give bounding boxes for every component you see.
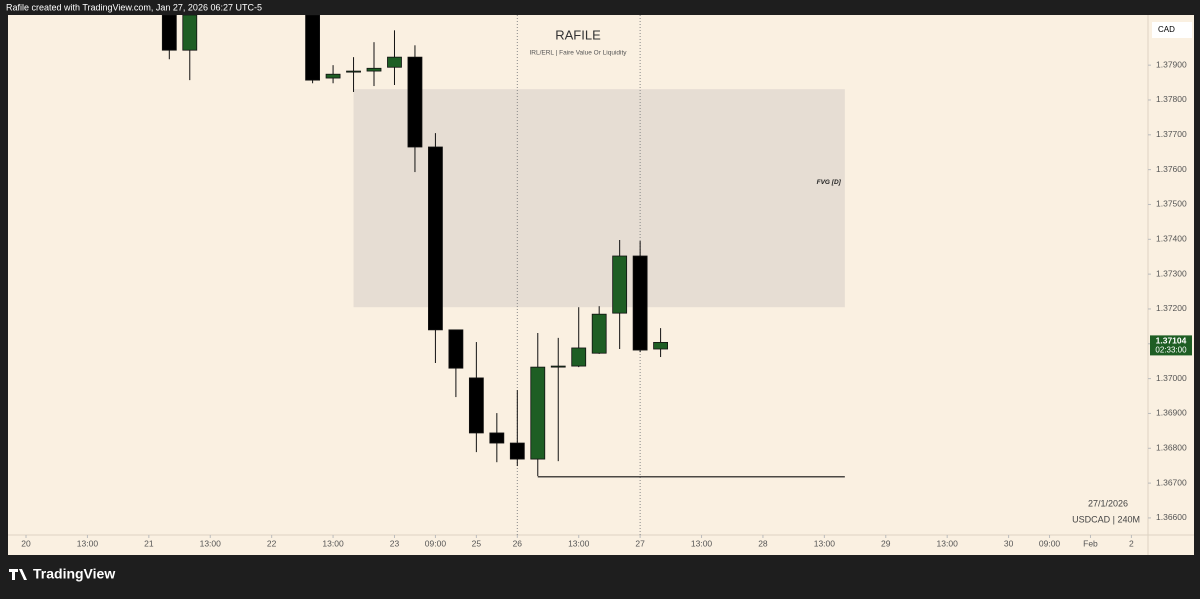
x-tick-label: 23 bbox=[390, 538, 400, 548]
candle-body bbox=[448, 329, 464, 369]
x-tick-label: 20 bbox=[21, 538, 31, 548]
x-tick-label: 29 bbox=[881, 538, 891, 548]
y-tick-label: 1.36600 bbox=[1156, 512, 1187, 522]
x-tick-label: 25 bbox=[472, 538, 482, 548]
y-tick-label: 1.36800 bbox=[1156, 443, 1187, 453]
x-tick-label: 13:00 bbox=[814, 538, 836, 548]
y-tick-label: 1.37300 bbox=[1156, 268, 1187, 278]
symbol-label: USDCAD | 240M bbox=[1072, 514, 1140, 524]
candle-body bbox=[305, 15, 321, 81]
candle-body bbox=[530, 366, 546, 460]
x-tick-label: 09:00 bbox=[425, 538, 447, 548]
header-bar bbox=[0, 0, 1200, 15]
candle-body bbox=[387, 56, 402, 68]
last-price-tag bbox=[1150, 335, 1192, 356]
candle-body bbox=[509, 442, 525, 460]
y-tick-label: 1.37800 bbox=[1156, 94, 1187, 104]
x-tick-label: 26 bbox=[513, 538, 523, 548]
y-tick-label: 1.37000 bbox=[1156, 373, 1187, 383]
candle-body bbox=[550, 365, 566, 368]
countdown: 02:33:00 bbox=[1155, 346, 1187, 355]
candle-body bbox=[489, 432, 505, 444]
candle-body bbox=[161, 15, 177, 51]
candle-body bbox=[346, 70, 361, 73]
candle-body bbox=[632, 255, 648, 351]
y-tick-label: 1.37600 bbox=[1156, 164, 1187, 174]
x-tick-label: 28 bbox=[758, 538, 768, 548]
x-tick-label: 13:00 bbox=[200, 538, 222, 548]
candle-body bbox=[182, 15, 198, 51]
y-tick-label: 1.37500 bbox=[1156, 199, 1187, 209]
y-tick-label: 1.36900 bbox=[1156, 408, 1187, 418]
x-tick-label: Feb bbox=[1083, 538, 1098, 548]
candle-body bbox=[325, 73, 341, 79]
footer-logo: TradingView bbox=[9, 566, 115, 582]
x-tick-label: 13:00 bbox=[568, 538, 590, 548]
plot bbox=[161, 15, 845, 535]
candle-body bbox=[366, 67, 382, 72]
candle-body bbox=[407, 56, 423, 148]
fvg-label: FVG [D] bbox=[817, 179, 842, 186]
candle-body bbox=[428, 146, 443, 331]
currency-box bbox=[1152, 22, 1192, 38]
x-tick-label: 13:00 bbox=[691, 538, 713, 548]
x-tick-label: 27 bbox=[635, 538, 645, 548]
fvg-zone bbox=[353, 89, 845, 308]
x-tick-label: 09:00 bbox=[1039, 538, 1061, 548]
date-label: 27/1/2026 bbox=[1088, 498, 1128, 508]
y-tick-label: 1.37200 bbox=[1156, 303, 1187, 313]
candle-body bbox=[612, 255, 628, 314]
chart-subtitle: IRL/ERL | Faire Value Or Liquidity bbox=[529, 50, 627, 57]
x-tick-label: 22 bbox=[267, 538, 277, 548]
x-tick-label: 30 bbox=[1004, 538, 1014, 548]
x-tick-label: 21 bbox=[144, 538, 154, 548]
candle-body bbox=[468, 377, 484, 434]
chart-title: RAFILE bbox=[555, 27, 601, 42]
y-tick-label: 1.37900 bbox=[1156, 59, 1187, 69]
y-tick-label: 1.36700 bbox=[1156, 477, 1187, 487]
y-tick-label: 1.37700 bbox=[1156, 129, 1187, 139]
x-tick-label: 13:00 bbox=[77, 538, 99, 548]
logo-icon bbox=[9, 569, 27, 580]
y-tick-label: 1.37400 bbox=[1156, 234, 1187, 244]
candle-body bbox=[571, 347, 587, 367]
last-price: 1.37104 bbox=[1156, 336, 1187, 346]
currency: CAD bbox=[1158, 25, 1175, 34]
x-tick-label: 13:00 bbox=[937, 538, 959, 548]
candle-body bbox=[591, 313, 607, 354]
x-tick-label: 2 bbox=[1129, 538, 1134, 548]
candle-body bbox=[653, 341, 668, 350]
footer-text: TradingView bbox=[33, 566, 115, 582]
x-tick-label: 13:00 bbox=[322, 538, 344, 548]
header-text: Rafile created with TradingView.com, Jan… bbox=[6, 2, 262, 12]
